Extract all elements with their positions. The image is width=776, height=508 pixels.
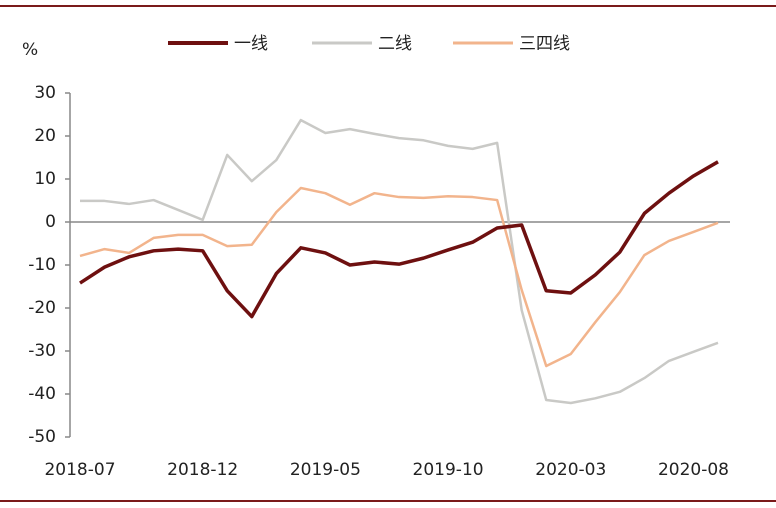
y-tick-label: -20: [28, 298, 56, 318]
series-line: [79, 186, 719, 368]
series-line: [79, 160, 719, 319]
y-tick-label: 10: [34, 169, 56, 189]
x-tick-label: 2018-12: [167, 460, 238, 480]
y-tick-label: 0: [45, 212, 56, 232]
x-tick-label: 2019-05: [290, 460, 361, 480]
y-tick-label: -10: [28, 255, 56, 275]
y-tick-label: 20: [34, 126, 56, 146]
x-tick-label: 2020-08: [658, 460, 729, 480]
legend-label: 一线: [234, 34, 268, 54]
x-tick-label: 2018-07: [44, 460, 115, 480]
series-line: [80, 118, 719, 405]
y-tick-label: -40: [28, 384, 56, 404]
legend-label: 二线: [378, 34, 412, 54]
legend-label: 三四线: [519, 34, 570, 54]
y-tick-label: -30: [28, 341, 56, 361]
x-tick-label: 2020-03: [535, 460, 606, 480]
x-tick-label: 2019-10: [413, 460, 484, 480]
y-tick-label: 30: [34, 83, 56, 103]
y-axis-label: %: [22, 40, 38, 60]
y-tick-label: -50: [28, 427, 56, 447]
